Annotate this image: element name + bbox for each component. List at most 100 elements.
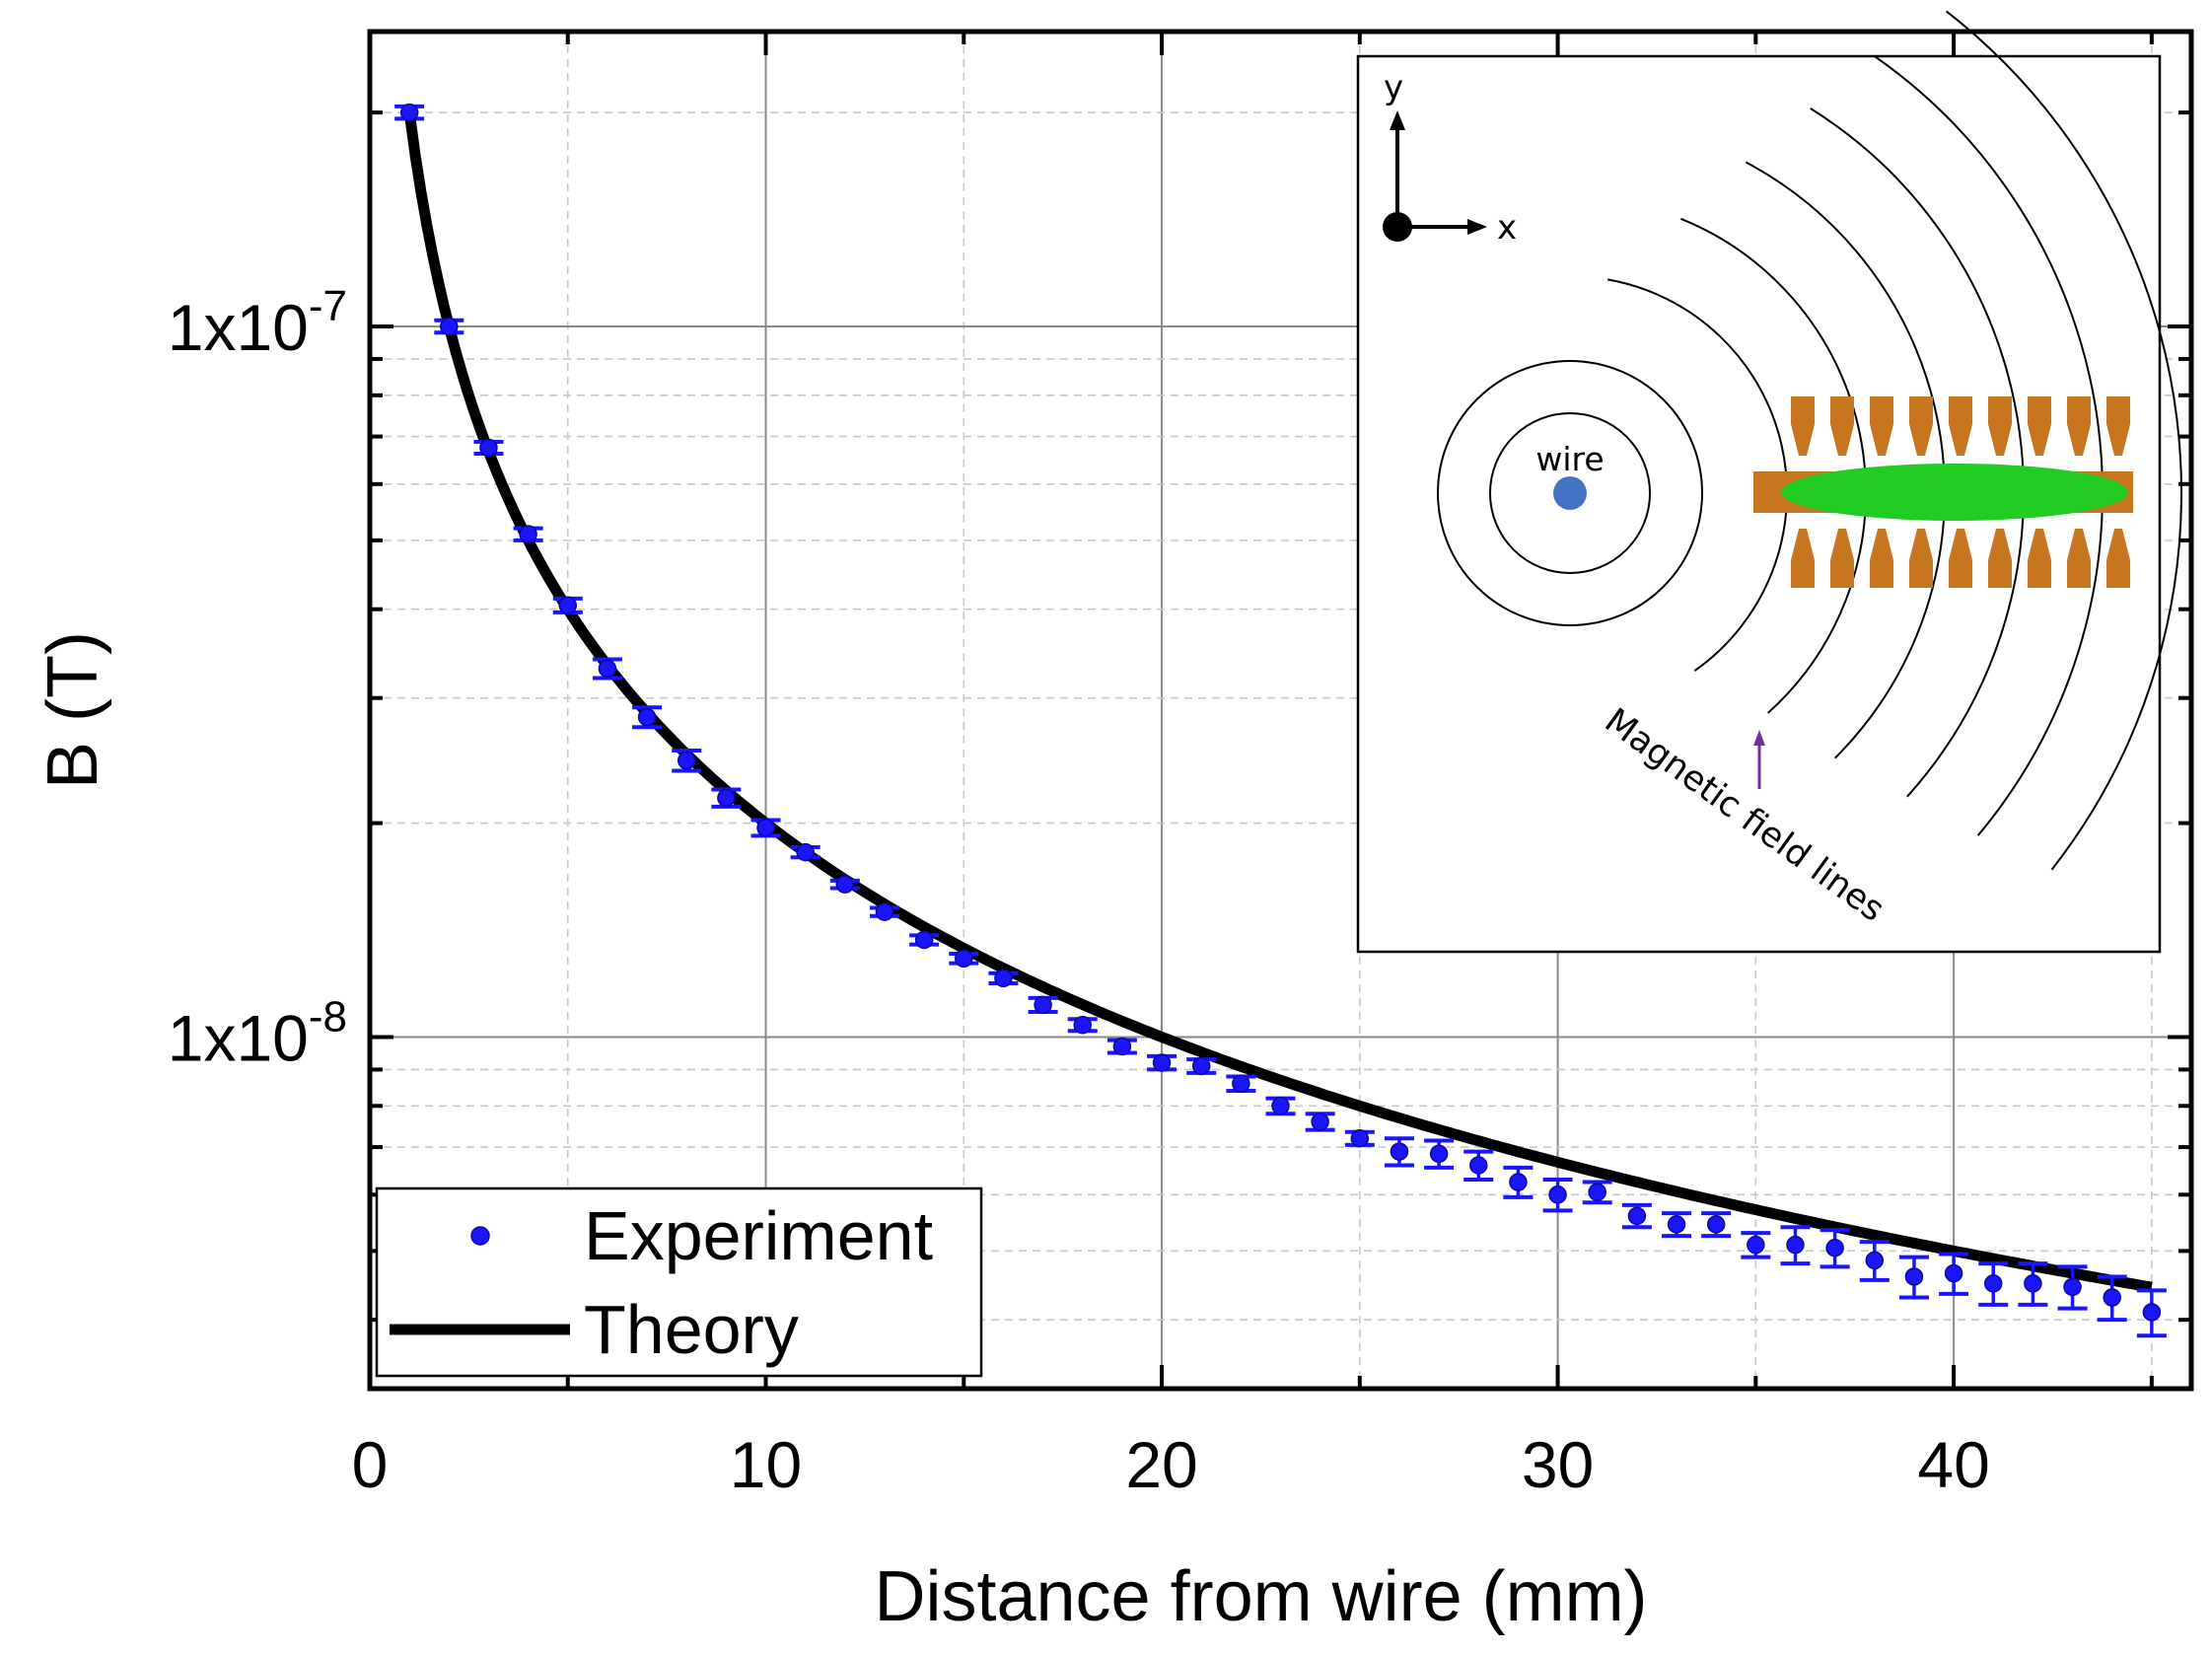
data-point-marker — [1152, 1053, 1172, 1072]
electrode — [2028, 396, 2051, 456]
data-point-marker — [1429, 1144, 1449, 1164]
data-point-marker — [1865, 1251, 1885, 1270]
data-point — [2136, 1288, 2167, 1338]
data-point-marker — [1904, 1267, 1924, 1286]
data-point-marker — [1034, 995, 1052, 1015]
data-point-marker — [1509, 1173, 1528, 1191]
data-point — [1939, 1252, 1969, 1296]
electrode — [1791, 529, 1815, 588]
inset-x-arrowhead — [1467, 219, 1487, 235]
data-point — [750, 818, 781, 838]
data-point-marker — [1588, 1183, 1606, 1201]
data-point-marker — [835, 875, 855, 894]
data-point-marker — [914, 930, 934, 950]
data-point-marker — [955, 949, 973, 969]
legend-box — [375, 1186, 983, 1378]
data-point-marker — [2024, 1274, 2042, 1293]
field-line — [1607, 278, 1788, 673]
data-point-marker — [1271, 1097, 1290, 1115]
field-line — [1489, 412, 1651, 574]
data-point — [829, 875, 860, 894]
x-axis-title: Distance from wire (mm) — [874, 1557, 1647, 1636]
data-point — [869, 902, 899, 921]
data-point — [949, 949, 979, 969]
inset-y-label: y — [1384, 68, 1403, 108]
theory-line — [403, 111, 2153, 1293]
data-point — [1067, 1015, 1098, 1035]
legend-label-theory: Theory — [584, 1291, 799, 1368]
legend-marker-experiment — [470, 1226, 490, 1246]
data-point-marker — [440, 317, 459, 336]
data-point-marker — [1983, 1274, 2003, 1293]
inset-x-label: x — [1497, 208, 1517, 248]
field-line — [1680, 217, 1867, 714]
x-tick-label: 40 — [1917, 1428, 1989, 1501]
plot-frame — [367, 29, 2194, 1392]
data-point — [473, 438, 504, 458]
data-point-marker — [1469, 1156, 1488, 1175]
data-point — [434, 317, 464, 336]
y-axis-title: B (T) — [34, 631, 112, 789]
electrode — [1988, 529, 2012, 588]
data-point — [1741, 1231, 1771, 1259]
electrode — [2028, 529, 2051, 588]
data-point — [1384, 1136, 1414, 1168]
data-point — [394, 103, 425, 122]
data-point-marker — [1073, 1015, 1092, 1035]
data-point — [1463, 1149, 1494, 1183]
data-point-marker — [1350, 1129, 1370, 1148]
data-point-marker — [1232, 1074, 1250, 1093]
y-tick-label-base: 1x10 — [168, 291, 309, 364]
data-point — [1859, 1240, 1890, 1282]
y-tick-label: 1x10-7 — [168, 282, 347, 364]
data-point-marker — [1112, 1037, 1132, 1056]
data-point-marker — [1786, 1235, 1805, 1255]
data-point-marker — [1191, 1056, 1211, 1076]
inset-origin-dot — [1383, 212, 1412, 242]
data-point — [1780, 1225, 1811, 1266]
electrode — [1909, 529, 1933, 588]
y-tick-label-exponent: -7 — [309, 282, 347, 330]
field-line — [1745, 161, 1946, 759]
field-line — [1810, 108, 2025, 798]
data-point — [1424, 1138, 1455, 1170]
data-point-marker — [1944, 1263, 1963, 1283]
data-point-marker — [1311, 1113, 1329, 1131]
data-point-marker — [875, 902, 894, 921]
data-point — [1820, 1228, 1850, 1269]
data-point-marker — [2063, 1277, 2082, 1297]
electrode — [1830, 396, 1854, 456]
data-point-marker — [717, 788, 736, 808]
data-point — [1226, 1074, 1256, 1094]
data-point-marker — [1825, 1238, 1844, 1258]
field-line — [1437, 360, 1703, 626]
data-point — [1701, 1211, 1732, 1239]
field-line — [1875, 55, 2104, 836]
y-tick-label-exponent: -8 — [309, 992, 347, 1041]
data-point — [1265, 1096, 1296, 1116]
data-point — [1621, 1202, 1652, 1230]
data-point-marker — [519, 525, 537, 543]
data-point — [632, 705, 663, 730]
data-point — [552, 596, 583, 615]
data-point — [1542, 1178, 1573, 1213]
data-point-marker — [756, 819, 775, 837]
data-point-marker — [399, 103, 419, 122]
data-point-marker — [1747, 1235, 1765, 1255]
data-point-marker — [994, 969, 1013, 988]
plot-area — [394, 103, 2167, 1338]
data-point-marker — [1706, 1215, 1726, 1234]
data-point — [1898, 1255, 1929, 1300]
x-tick-label: 0 — [352, 1428, 389, 1501]
data-point — [592, 657, 622, 681]
wire-label: wire — [1535, 440, 1604, 478]
data-point-marker — [2142, 1303, 2162, 1322]
sample-ellipse — [1781, 464, 2128, 521]
electrode — [1791, 396, 1815, 456]
data-point — [1028, 995, 1058, 1015]
data-point-marker — [558, 596, 578, 615]
data-point-marker — [637, 707, 657, 727]
x-tick-label: 10 — [730, 1428, 802, 1501]
electrode — [2106, 529, 2130, 588]
